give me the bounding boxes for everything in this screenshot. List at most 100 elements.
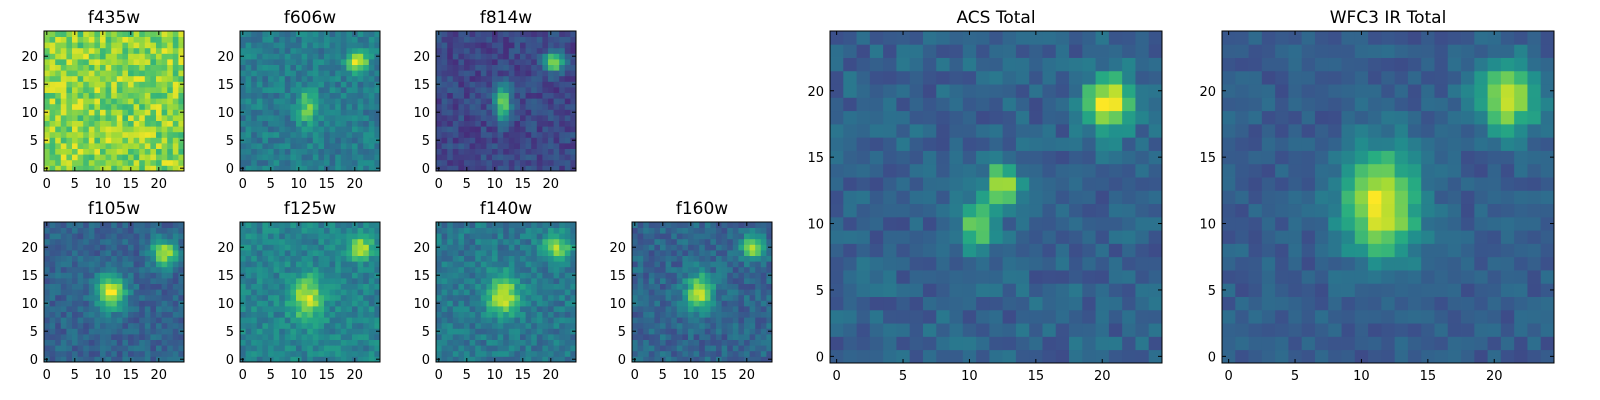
heatmap-cell (133, 36, 140, 43)
heatmap-cell (290, 272, 297, 279)
heatmap-cell (475, 36, 482, 43)
heatmap-cell (989, 336, 1004, 351)
heatmap-cell (128, 59, 134, 65)
heatmap-cell (346, 75, 353, 82)
heatmap-cell (352, 238, 358, 245)
heatmap-cell (77, 345, 84, 352)
heatmap-cell (989, 349, 1004, 364)
heatmap-cell (475, 137, 482, 144)
heatmap-cell (144, 143, 151, 149)
heatmap-cell (72, 64, 78, 71)
heatmap-cell (44, 159, 50, 166)
heatmap-cell (178, 47, 185, 54)
heatmap-cell (497, 334, 504, 340)
heatmap-cell (94, 278, 101, 284)
heatmap-cell (66, 356, 73, 363)
x-tick-label: 0 (435, 368, 443, 383)
heatmap-cell (531, 159, 538, 166)
heatmap-cell (290, 328, 297, 335)
heatmap-cell (279, 227, 286, 234)
heatmap-cell (139, 289, 146, 296)
heatmap-cell (251, 261, 258, 268)
heatmap-cell (340, 159, 347, 166)
heatmap-cell (72, 294, 78, 301)
heatmap-cell (632, 334, 638, 340)
heatmap-cell (116, 143, 123, 149)
heatmap-cell (542, 339, 549, 346)
heatmap-cell (564, 59, 571, 65)
heatmap-cell (178, 345, 185, 352)
heatmap-cell (475, 109, 482, 116)
heatmap-cell (856, 190, 871, 205)
heatmap-cell (312, 103, 319, 110)
heatmap-cell (262, 53, 269, 60)
heatmap-cell (284, 115, 291, 121)
heatmap-cell (105, 227, 112, 234)
heatmap-cell (312, 244, 319, 251)
heatmap-cell (475, 87, 482, 93)
heatmap-cell (318, 143, 325, 149)
heatmap-cell (830, 309, 844, 324)
heatmap-cell (245, 64, 252, 71)
heatmap-cell (156, 339, 162, 346)
heatmap-cell (458, 250, 465, 256)
heatmap-cell (660, 306, 666, 312)
heatmap-cell (1042, 323, 1057, 337)
heatmap-cell (699, 334, 706, 340)
heatmap-cell (480, 120, 487, 127)
heatmap-cell (1082, 190, 1096, 205)
heatmap-cell (492, 328, 498, 335)
heatmap-cell (755, 272, 762, 279)
heatmap-cell (128, 289, 134, 296)
heatmap-cell (128, 143, 134, 149)
heatmap-cell (989, 190, 1004, 205)
x-tick-label: 15 (319, 368, 336, 383)
heatmap-cell (508, 356, 515, 363)
heatmap-cell (346, 165, 353, 172)
heatmap-cell (105, 250, 112, 256)
heatmap-cell (368, 131, 375, 138)
heatmap-cell (514, 47, 521, 54)
heatmap-cell (671, 266, 678, 273)
heatmap-cell (1082, 349, 1096, 364)
heatmap-cell (178, 98, 185, 105)
heatmap-cell (111, 345, 118, 352)
heatmap-cell (262, 278, 269, 284)
heatmap-cell (648, 233, 655, 240)
heatmap-cell (374, 115, 381, 121)
heatmap-cell (116, 322, 123, 329)
heatmap-cell (94, 266, 101, 273)
heatmap-cell (766, 266, 773, 273)
heatmap-cell (139, 238, 146, 245)
heatmap-cell (363, 31, 370, 37)
heatmap-cell (301, 345, 308, 352)
heatmap-cell (150, 36, 157, 43)
heatmap-cell (55, 109, 62, 116)
heatmap-cell (749, 272, 756, 279)
heatmap-cell (564, 47, 571, 54)
heatmap-cell (66, 42, 73, 49)
heatmap-cell (744, 294, 750, 301)
heatmap-cell (279, 244, 286, 251)
heatmap-cell (290, 311, 297, 318)
heatmap-cell (1135, 216, 1150, 231)
heatmap-cell (475, 115, 482, 121)
heatmap-cell (150, 334, 157, 340)
heatmap-cell (464, 87, 470, 93)
heatmap-cell (256, 266, 263, 273)
heatmap-cell (760, 250, 767, 256)
heatmap-cell (88, 154, 95, 161)
heatmap-cell (542, 311, 549, 318)
heatmap-cell (268, 322, 274, 329)
heatmap-cell (1002, 203, 1017, 218)
heatmap-cell (77, 109, 84, 116)
heatmap-cell (318, 131, 325, 138)
heatmap-cell (273, 53, 280, 60)
heatmap-cell (665, 350, 672, 357)
heatmap-cell (251, 59, 258, 65)
heatmap-cell (648, 250, 655, 256)
heatmap-cell (290, 81, 297, 88)
heatmap-cell (290, 233, 297, 240)
heatmap-cell (475, 255, 482, 262)
heatmap-cell (307, 159, 314, 166)
